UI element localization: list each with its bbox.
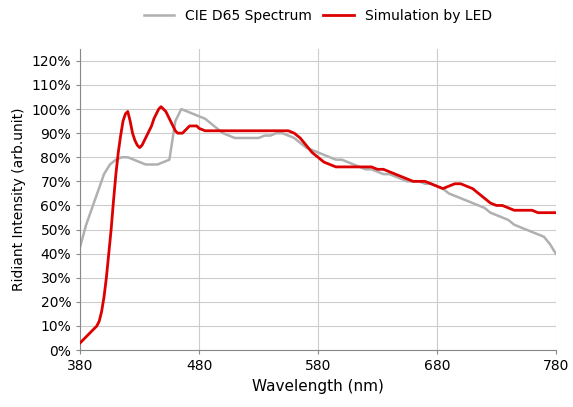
Simulation by LED <box>535 210 541 215</box>
Simulation by LED <box>176 131 183 136</box>
Line: CIE D65 Spectrum: CIE D65 Spectrum <box>80 109 556 254</box>
Y-axis label: Ridiant Intensity (arb.unit): Ridiant Intensity (arb.unit) <box>12 108 26 291</box>
Simulation by LED <box>143 133 150 138</box>
Simulation by LED <box>207 128 214 133</box>
Simulation by LED <box>552 210 559 215</box>
Simulation by LED <box>136 145 143 150</box>
CIE D65 Spectrum <box>493 212 500 217</box>
Legend: CIE D65 Spectrum, Simulation by LED: CIE D65 Spectrum, Simulation by LED <box>138 4 498 29</box>
Simulation by LED <box>158 104 164 109</box>
CIE D65 Spectrum <box>344 160 351 164</box>
CIE D65 Spectrum <box>552 251 559 256</box>
X-axis label: Wavelength (nm): Wavelength (nm) <box>252 379 384 394</box>
Line: Simulation by LED: Simulation by LED <box>80 107 556 343</box>
CIE D65 Spectrum <box>469 201 476 206</box>
CIE D65 Spectrum <box>380 172 387 177</box>
Simulation by LED <box>285 128 292 133</box>
CIE D65 Spectrum <box>178 107 185 112</box>
CIE D65 Spectrum <box>434 184 441 188</box>
Simulation by LED <box>77 340 84 345</box>
CIE D65 Spectrum <box>511 222 517 227</box>
CIE D65 Spectrum <box>77 244 84 249</box>
